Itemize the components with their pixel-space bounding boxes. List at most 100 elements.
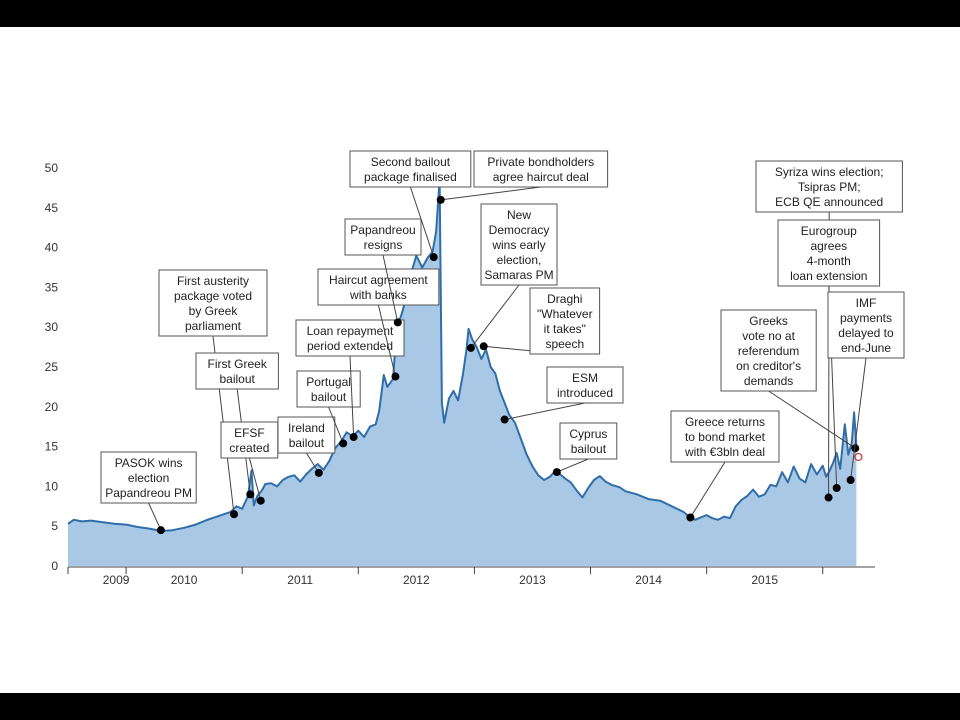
event-marker <box>393 318 402 327</box>
annotation-text: First Greek <box>208 357 268 371</box>
annotation-text: Samaras PM <box>484 268 553 282</box>
event-marker <box>832 483 841 492</box>
annotation-text: it takes" <box>544 322 586 336</box>
annotation-text: demands <box>744 374 793 388</box>
annotation-text: Draghi <box>547 292 582 306</box>
event-marker <box>339 439 348 448</box>
annotation-box <box>559 422 618 460</box>
x-tick-label: 2014 <box>635 573 662 587</box>
x-tick-label: 2011 <box>287 573 313 587</box>
annotation-box <box>349 150 472 188</box>
annotation-text: Portugal <box>306 375 351 389</box>
y-tick-label: 40 <box>45 241 59 255</box>
annotation-text: bailout <box>289 436 325 450</box>
annotation-leader <box>148 502 162 531</box>
annotation-text: package voted <box>174 289 252 303</box>
annotation-text: with banks <box>349 288 407 302</box>
annotation-leader <box>850 357 867 481</box>
event-marker <box>824 493 833 502</box>
y-tick-label: 50 <box>45 161 59 175</box>
y-tick-label: 5 <box>51 519 58 533</box>
annotation-text: bailout <box>220 372 256 386</box>
annotation-box <box>755 160 903 213</box>
event-marker <box>314 468 323 477</box>
annotation-text: to bond market <box>685 430 766 444</box>
event-marker <box>256 496 265 505</box>
event-marker <box>846 476 855 485</box>
annotation-text: Greeks <box>749 314 788 328</box>
y-tick-label: 10 <box>45 479 59 493</box>
annotation-text: bailout <box>311 390 347 404</box>
annotation-text: package finalised <box>364 170 457 184</box>
y-tick-label: 20 <box>45 400 59 414</box>
event-marker <box>851 444 860 453</box>
annotation-text: by Greek <box>189 304 239 318</box>
annotation-box <box>670 410 780 463</box>
series-area <box>68 179 857 566</box>
y-tick-label: 30 <box>45 320 59 334</box>
annotation-leader <box>409 186 435 258</box>
annotation-text: end-June <box>841 341 891 355</box>
event-marker <box>552 468 561 477</box>
annotation-text: PASOK wins <box>115 456 183 470</box>
annotation-box <box>720 309 817 392</box>
annotation-leader <box>248 457 262 501</box>
annotation-box <box>777 219 881 287</box>
annotation-text: speech <box>545 337 584 351</box>
x-tick-label: 2010 <box>171 573 198 587</box>
annotation-leader <box>328 406 344 444</box>
annotation-text: bailout <box>571 442 607 456</box>
x-tick-label: 2013 <box>519 573 546 587</box>
slide-background: 0 5 10 15 20 25 30 35 40 45 50 2009 2010 2011 2012 2013… <box>0 27 960 693</box>
x-tick-label: 2015 <box>751 573 778 587</box>
event-marker <box>479 342 488 351</box>
latest-value-marker <box>854 452 863 462</box>
annotation-box <box>546 366 624 404</box>
annotation-leader <box>377 304 396 377</box>
annotation-leader <box>440 186 541 201</box>
annotation-leader <box>768 390 856 449</box>
annotation-box <box>195 352 279 390</box>
annotation-leader <box>349 355 355 438</box>
annotation-text: Greece returns <box>685 415 765 429</box>
annotation-text: introduced <box>557 386 613 400</box>
annotation-text: Cyprus <box>569 427 607 441</box>
yield-chart: 0 5 10 15 20 25 30 35 40 45 50 2009 2010 2011 2012 2013… <box>45 150 905 587</box>
annotation-box <box>277 416 336 454</box>
event-marker <box>391 372 400 381</box>
annotation-text: Papandreou <box>350 223 415 237</box>
annotation-text: Loan repayment <box>307 324 394 338</box>
y-tick-label: 35 <box>45 280 59 294</box>
annotation-text: "Whatever <box>537 307 593 321</box>
annotation-box <box>296 370 361 408</box>
x-tick-label: 2009 <box>103 573 130 587</box>
annotation-box <box>529 287 601 355</box>
event-marker <box>246 490 255 499</box>
annotation-text: ESM <box>572 371 598 385</box>
annotation-text: New <box>507 208 531 222</box>
event-marker <box>436 195 445 204</box>
annotation-leader <box>382 254 399 323</box>
x-tick-label: 2012 <box>403 573 430 587</box>
annotation-text: delayed to <box>838 326 894 340</box>
annotation-text: Democracy <box>489 223 550 237</box>
annotation-box <box>158 269 268 337</box>
annotation-text: ECB QE announced <box>775 195 883 209</box>
annotation-text: 4-month <box>807 254 851 268</box>
annotation-text: Ireland <box>288 421 325 435</box>
annotation-text: Private bondholders <box>487 155 594 169</box>
annotation-text: referendum <box>738 344 799 358</box>
annotation-text: vote no at <box>742 329 795 343</box>
annotation-text: election <box>128 471 169 485</box>
y-tick-label: 15 <box>45 440 59 454</box>
annotation-text: Papandreou PM <box>105 486 192 500</box>
annotation-text: Tsipras PM; <box>798 180 861 194</box>
annotation-box <box>473 150 609 188</box>
annotation-text: wins early <box>491 238 545 252</box>
annotation-text: loan extension <box>790 269 867 283</box>
annotation-text: agrees <box>810 239 847 253</box>
annotation-text: First austerity <box>177 274 249 288</box>
event-marker <box>230 510 239 519</box>
annotation-text: IMF <box>856 296 877 310</box>
annotation-leader <box>556 458 589 473</box>
